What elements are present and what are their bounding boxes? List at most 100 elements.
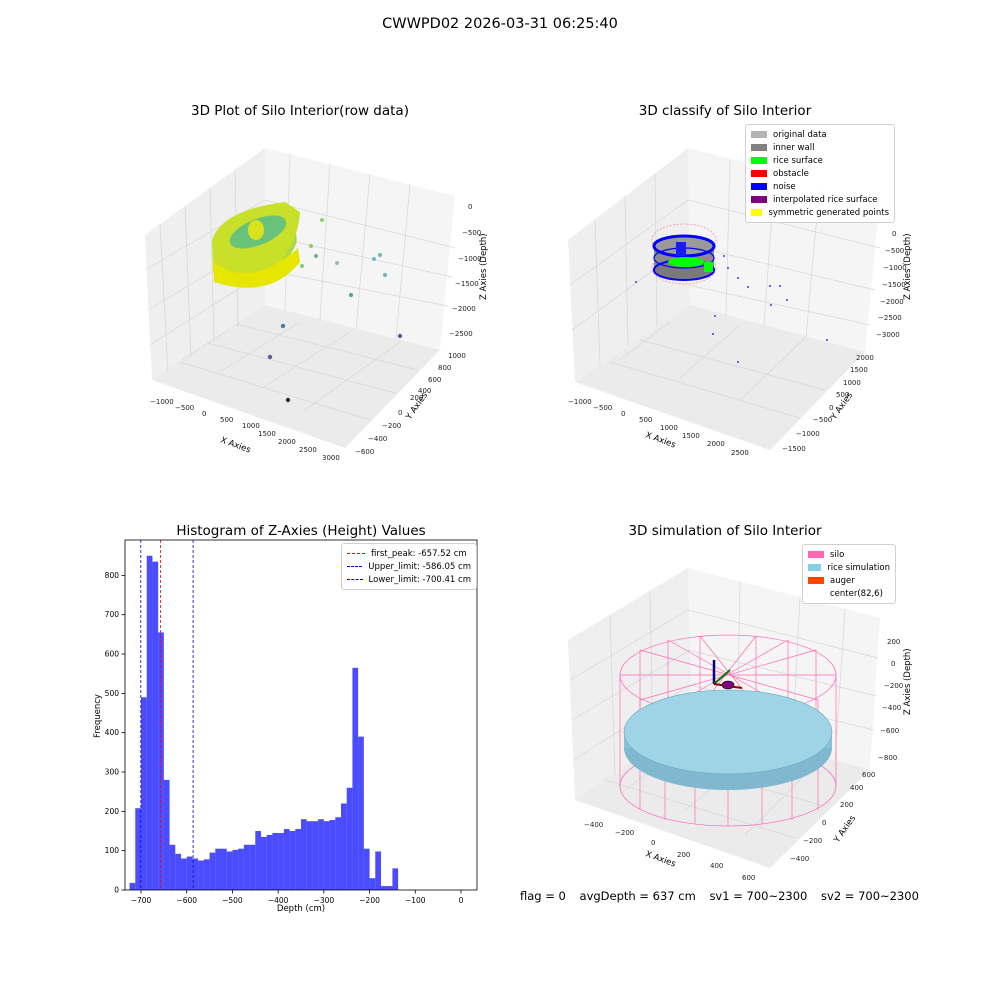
simulation-3d-plot: −400 −200 0 200 400 600 −400 −200 0 200 … [568, 568, 913, 882]
raw-ztick: 0 [468, 203, 472, 211]
histogram-bar [375, 851, 381, 890]
histogram-bar [312, 821, 319, 890]
histogram-bar [283, 829, 290, 890]
histogram-bar [363, 848, 370, 890]
x-tick-label: −700 [131, 896, 152, 905]
histogram-bar [221, 848, 227, 890]
swatch [808, 564, 822, 571]
sim-ytick: 200 [840, 801, 853, 809]
sim-ytick: −200 [803, 837, 822, 845]
classify-ztick: −2000 [880, 298, 904, 306]
swatch [751, 131, 767, 138]
y-tick-label: 700 [105, 610, 120, 619]
histogram-bar [266, 834, 273, 890]
classify-noise-points [635, 255, 828, 363]
raw-ytick: 400 [418, 387, 431, 395]
sim-x-label: X Axies [644, 849, 677, 869]
y-tick-label: 500 [105, 689, 120, 698]
legend-item-inner-wall: inner wall [751, 141, 889, 154]
rice-simulation-surface [623, 689, 833, 790]
histogram-bar [141, 697, 147, 890]
classify-ytick: −1000 [796, 430, 820, 438]
histogram-bar [261, 836, 267, 890]
raw-x-label: X Axies [219, 435, 252, 455]
histogram-bar [169, 844, 176, 890]
legend-item-upper-limit: Upper_limit: -586.05 cm [347, 560, 471, 573]
raw-ztick: −500 [462, 229, 481, 237]
histogram-bar [329, 820, 336, 890]
swatch [751, 183, 767, 190]
swatch [751, 209, 763, 216]
raw-xtick: 0 [202, 410, 206, 418]
raw-ztick: −2000 [452, 305, 476, 313]
histogram-y-label: Frequency [93, 694, 103, 738]
legend-line [347, 553, 365, 554]
classify-ytick: −500 [813, 416, 832, 424]
histogram-bar [392, 868, 399, 890]
legend-line [347, 579, 363, 580]
histogram-bar [129, 882, 136, 890]
classify-ztick: −2500 [878, 314, 902, 322]
raw-ztick: −2500 [449, 330, 473, 338]
histogram-bar [272, 832, 279, 890]
sim-ytick: 400 [850, 784, 863, 792]
raw-z-label: Z Axies (Depth) [479, 233, 489, 300]
histogram-bar [158, 632, 164, 890]
histogram-bar [226, 851, 233, 890]
histogram-bar [203, 859, 210, 890]
histogram-bar [381, 886, 387, 890]
y-tick-label: 200 [105, 807, 120, 816]
histogram-bar [186, 856, 193, 890]
histogram-bar [135, 808, 141, 890]
swatch [751, 144, 767, 151]
y-tick-label: 800 [105, 571, 120, 580]
classify-xtick: −500 [593, 404, 612, 412]
sim-ztick: 200 [887, 638, 900, 646]
legend-item-rice-surface: rice surface [751, 154, 889, 167]
sv1-value: sv1 = 700~2300 [709, 889, 808, 903]
sim-xtick: −400 [584, 821, 603, 829]
legend-item-original-data: original data [751, 128, 889, 141]
x-tick-label: −100 [405, 896, 426, 905]
raw-ztick: −1000 [458, 255, 482, 263]
y-tick-label: 300 [105, 768, 120, 777]
figure-title: CWWPD02 2026-03-31 06:25:40 [382, 16, 618, 32]
classify-xtick: 1500 [682, 432, 700, 440]
histogram-bar [163, 779, 170, 890]
pane-floor [152, 305, 440, 448]
raw-xtick: −1000 [150, 398, 174, 406]
histogram-bar [341, 803, 347, 890]
swatch [808, 577, 824, 584]
x-tick-label: −600 [176, 896, 197, 905]
histogram-bar [215, 848, 221, 890]
raw-ztick: −1500 [455, 280, 479, 288]
histogram-bar [323, 821, 330, 890]
sim-xtick: 600 [742, 874, 755, 882]
swatch [751, 196, 767, 203]
histogram-bar [278, 832, 284, 890]
classify-ytick: 2000 [856, 354, 874, 362]
x-tick-label: −300 [314, 896, 335, 905]
classify-ytick: −1500 [782, 445, 806, 453]
raw-ytick: −200 [382, 422, 401, 430]
classify-ytick: 1000 [843, 379, 861, 387]
raw-ytick: 800 [438, 364, 451, 372]
sim-ztick: −200 [884, 682, 903, 690]
histogram-bar [295, 829, 301, 890]
classify-xtick: 500 [639, 416, 652, 424]
legend-item-noise: noise [751, 180, 889, 193]
classify-plot-title: 3D classify of Silo Interior [638, 103, 812, 119]
histogram-bar [238, 848, 244, 890]
raw-ytick: 0 [398, 409, 402, 417]
histogram-bar [306, 821, 313, 890]
classify-xtick: 1000 [660, 424, 678, 432]
raw-xtick: 3000 [322, 454, 340, 462]
y-tick-label: 0 [114, 886, 119, 895]
histogram-bar [175, 853, 181, 890]
raw-ytick: 600 [428, 376, 441, 384]
histogram-bar [352, 667, 359, 890]
histogram-bar [346, 787, 353, 890]
histogram-x-label: Depth (cm) [277, 904, 325, 914]
legend-item-center: center(82,6) [808, 587, 890, 600]
classify-ztick: −1500 [882, 281, 906, 289]
